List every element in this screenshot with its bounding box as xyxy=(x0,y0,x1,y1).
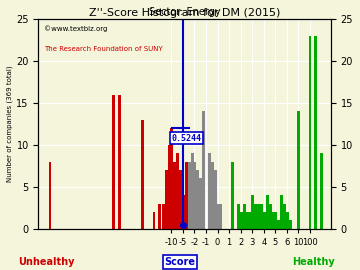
Bar xyxy=(168,145,171,229)
Bar xyxy=(112,94,115,229)
Bar xyxy=(320,153,323,229)
Bar xyxy=(182,195,185,229)
Bar xyxy=(185,162,188,229)
Bar xyxy=(248,212,251,229)
Text: ©www.textbiz.org: ©www.textbiz.org xyxy=(44,25,108,32)
Bar xyxy=(49,162,51,229)
Text: The Research Foundation of SUNY: The Research Foundation of SUNY xyxy=(44,46,163,52)
Bar xyxy=(188,162,191,229)
Bar xyxy=(199,178,202,229)
Text: Sector: Energy: Sector: Energy xyxy=(149,7,220,17)
Bar xyxy=(153,212,156,229)
Bar xyxy=(286,212,289,229)
Bar xyxy=(243,204,246,229)
Bar xyxy=(174,162,176,229)
Bar xyxy=(141,120,144,229)
Bar xyxy=(280,195,283,229)
Bar xyxy=(220,204,222,229)
Bar xyxy=(176,153,179,229)
Bar xyxy=(271,212,274,229)
Bar xyxy=(289,220,292,229)
Bar xyxy=(202,111,205,229)
Text: 0.5244: 0.5244 xyxy=(171,134,201,143)
Bar xyxy=(266,195,269,229)
Bar xyxy=(197,170,199,229)
Bar xyxy=(191,153,194,229)
Bar xyxy=(297,111,300,229)
Bar xyxy=(260,204,263,229)
Bar xyxy=(214,170,217,229)
Bar xyxy=(269,204,271,229)
Bar xyxy=(263,212,266,229)
Bar xyxy=(162,204,165,229)
Bar xyxy=(231,162,234,229)
Text: Healthy: Healthy xyxy=(292,257,334,267)
Bar xyxy=(309,36,311,229)
Bar xyxy=(254,204,257,229)
Bar xyxy=(240,212,243,229)
Bar xyxy=(251,195,254,229)
Bar xyxy=(274,212,278,229)
Bar xyxy=(171,128,174,229)
Bar xyxy=(217,204,220,229)
Bar xyxy=(158,204,161,229)
Bar xyxy=(211,162,214,229)
Bar xyxy=(283,204,286,229)
Bar xyxy=(179,170,182,229)
Bar xyxy=(118,94,121,229)
Text: Score: Score xyxy=(165,257,195,267)
Bar xyxy=(208,153,211,229)
Bar xyxy=(278,220,280,229)
Bar xyxy=(314,36,317,229)
Text: Unhealthy: Unhealthy xyxy=(19,257,75,267)
Bar xyxy=(246,212,248,229)
Bar xyxy=(257,204,260,229)
Y-axis label: Number of companies (369 total): Number of companies (369 total) xyxy=(7,66,13,182)
Bar xyxy=(237,204,240,229)
Title: Z''-Score Histogram for DM (2015): Z''-Score Histogram for DM (2015) xyxy=(89,8,280,18)
Bar xyxy=(165,170,168,229)
Bar xyxy=(194,162,197,229)
